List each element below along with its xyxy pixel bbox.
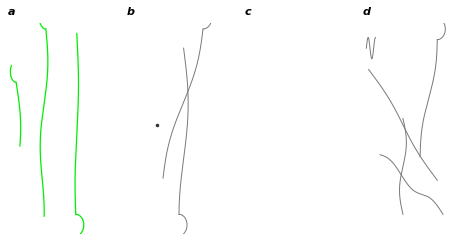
Text: a: a	[8, 7, 16, 17]
Text: c: c	[245, 7, 251, 17]
Text: d: d	[363, 7, 371, 17]
Text: b: b	[127, 7, 134, 17]
